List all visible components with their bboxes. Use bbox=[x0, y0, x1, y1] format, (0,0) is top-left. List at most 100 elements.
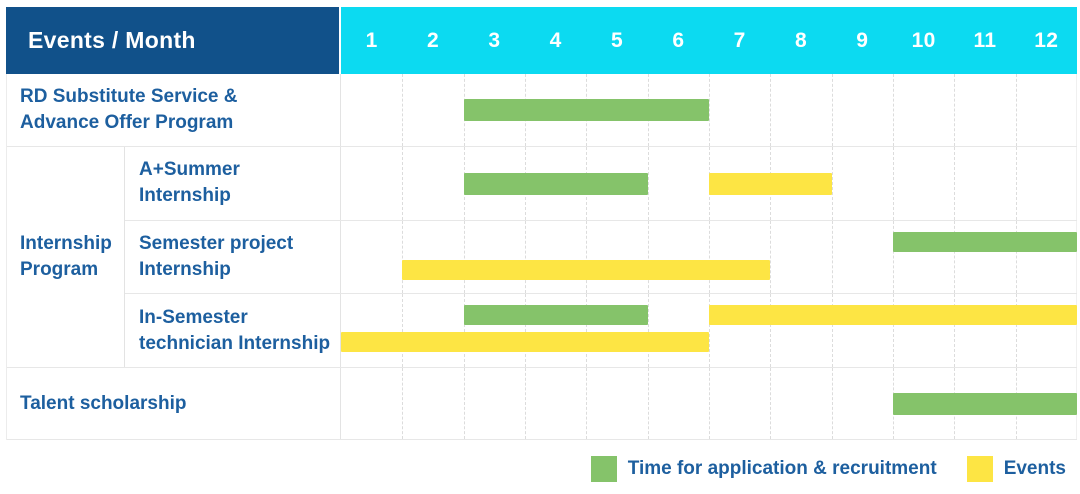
month-grid bbox=[341, 220, 1077, 294]
row-label-line: Internship bbox=[139, 259, 231, 280]
table-row-group: Internship Program A+Summer Internship Semes… bbox=[7, 147, 1077, 368]
month-gridline bbox=[647, 294, 649, 368]
gantt-bar-green bbox=[463, 173, 648, 195]
month-gridline bbox=[709, 74, 710, 146]
month-grid bbox=[341, 74, 1077, 146]
month-gridline bbox=[463, 368, 465, 439]
month-gridline bbox=[770, 220, 772, 294]
month-label: 4 bbox=[549, 28, 562, 52]
month-gridline bbox=[586, 368, 588, 439]
gantt-bar-yellow bbox=[402, 259, 771, 280]
month-gridline bbox=[831, 220, 833, 294]
month-label: 11 bbox=[973, 28, 997, 52]
month-gridline bbox=[831, 147, 833, 220]
month-label: 12 bbox=[1034, 28, 1059, 52]
row-label: RD Substitute Service & Advance Offer Pro… bbox=[7, 74, 341, 146]
legend-item: Time for application & recruitment bbox=[590, 456, 937, 482]
gantt-bar-yellow bbox=[709, 305, 1077, 326]
month-label: 6 bbox=[672, 28, 685, 52]
month-gridline bbox=[831, 74, 833, 146]
month-grid bbox=[341, 294, 1077, 368]
month-label: 7 bbox=[733, 28, 746, 52]
month-gridline bbox=[647, 368, 649, 439]
legend-swatch-green bbox=[590, 456, 617, 482]
legend-item: Events bbox=[966, 456, 1066, 482]
month-gridline bbox=[525, 220, 526, 294]
month-gridline bbox=[893, 220, 894, 294]
table-subrow: In-Semester technician Internship bbox=[125, 294, 1077, 368]
row-label-line: Program bbox=[20, 259, 99, 280]
row-label-line: RD Substitute Service & bbox=[20, 86, 238, 107]
gantt-bar-yellow bbox=[709, 173, 832, 195]
row-label-line: A+Summer bbox=[139, 159, 240, 181]
month-gridline bbox=[831, 294, 833, 368]
subrow-label: A+Summer Internship bbox=[125, 147, 341, 220]
month-gridline bbox=[1015, 147, 1017, 220]
month-gridline bbox=[954, 74, 956, 146]
month-gridline bbox=[770, 294, 772, 368]
month-gridline bbox=[709, 220, 710, 294]
row-label-line: Internship bbox=[139, 185, 231, 207]
gantt-bar-green bbox=[893, 231, 1077, 252]
month-gridline bbox=[1015, 74, 1017, 146]
row-label-line: In-Semester bbox=[139, 306, 248, 328]
month-gridline bbox=[770, 74, 772, 146]
group-label: Internship Program bbox=[7, 147, 125, 367]
month-gridline bbox=[463, 220, 465, 294]
group-subrows: A+Summer Internship Semester project Intern… bbox=[125, 147, 1077, 368]
month-gridline bbox=[954, 220, 956, 294]
month-header-row: 1 2 3 4 5 6 7 8 9 10 11 12 bbox=[341, 7, 1077, 74]
table-subrow: A+Summer Internship bbox=[125, 147, 1077, 221]
month-label: 1 bbox=[365, 28, 378, 52]
table-header: Events / Month 1 2 3 4 5 6 7 8 9 10 11 12 bbox=[6, 7, 1077, 74]
month-label: 2 bbox=[427, 28, 439, 52]
month-gridline bbox=[709, 294, 710, 368]
legend-swatch-yellow bbox=[966, 456, 993, 482]
legend: Time for application & recruitment Events bbox=[590, 456, 1066, 482]
month-gridline bbox=[954, 294, 956, 368]
table-row: RD Substitute Service & Advance Offer Pro… bbox=[7, 74, 1077, 147]
gantt-bar-green bbox=[463, 305, 648, 326]
subrow-label: Semester project Internship bbox=[125, 220, 341, 294]
table-row: Talent scholarship bbox=[7, 368, 1077, 440]
events-month-header-cell: Events / Month bbox=[6, 7, 339, 74]
month-gridline bbox=[831, 368, 833, 439]
month-gridline bbox=[647, 147, 649, 220]
month-gridline bbox=[954, 147, 956, 220]
table-body: RD Substitute Service & Advance Offer Pro… bbox=[6, 74, 1077, 440]
gantt-bar-green bbox=[893, 393, 1077, 415]
row-label: Talent scholarship bbox=[7, 368, 341, 439]
row-label-line: Talent scholarship bbox=[20, 392, 187, 414]
row-label-line: technician Internship bbox=[139, 332, 331, 354]
month-label: 8 bbox=[794, 28, 807, 52]
month-gridline bbox=[770, 368, 772, 439]
month-gridline bbox=[525, 368, 526, 439]
row-label-line: Advance Offer Program bbox=[20, 112, 234, 133]
month-grid bbox=[341, 368, 1077, 439]
table-subrow: Semester project Internship bbox=[125, 220, 1077, 295]
month-gridline bbox=[709, 368, 710, 439]
row-label-line: Semester project bbox=[139, 233, 294, 254]
month-gridline bbox=[586, 294, 588, 368]
month-gridline bbox=[1015, 220, 1017, 294]
month-gridline bbox=[402, 294, 404, 368]
month-gridline bbox=[893, 147, 894, 220]
legend-label: Events bbox=[1003, 458, 1066, 479]
month-gridline bbox=[525, 294, 526, 368]
gantt-bar-green bbox=[463, 99, 709, 121]
subrow-label: In-Semester technician Internship bbox=[125, 294, 341, 368]
legend-label: Time for application & recruitment bbox=[627, 458, 937, 479]
gantt-bar-yellow bbox=[341, 332, 709, 353]
month-label: 9 bbox=[856, 28, 869, 52]
month-gridline bbox=[647, 220, 649, 294]
month-gridline bbox=[893, 294, 894, 368]
month-gridline bbox=[402, 74, 404, 146]
events-table: Events / Month 1 2 3 4 5 6 7 8 9 10 11 12 RD Substi… bbox=[6, 7, 1077, 440]
month-gridline bbox=[893, 74, 894, 146]
month-gridline bbox=[463, 294, 465, 368]
row-label-line: Internship bbox=[20, 233, 112, 254]
month-gridline bbox=[402, 220, 404, 294]
month-grid bbox=[341, 147, 1077, 220]
month-label: 3 bbox=[488, 28, 501, 52]
